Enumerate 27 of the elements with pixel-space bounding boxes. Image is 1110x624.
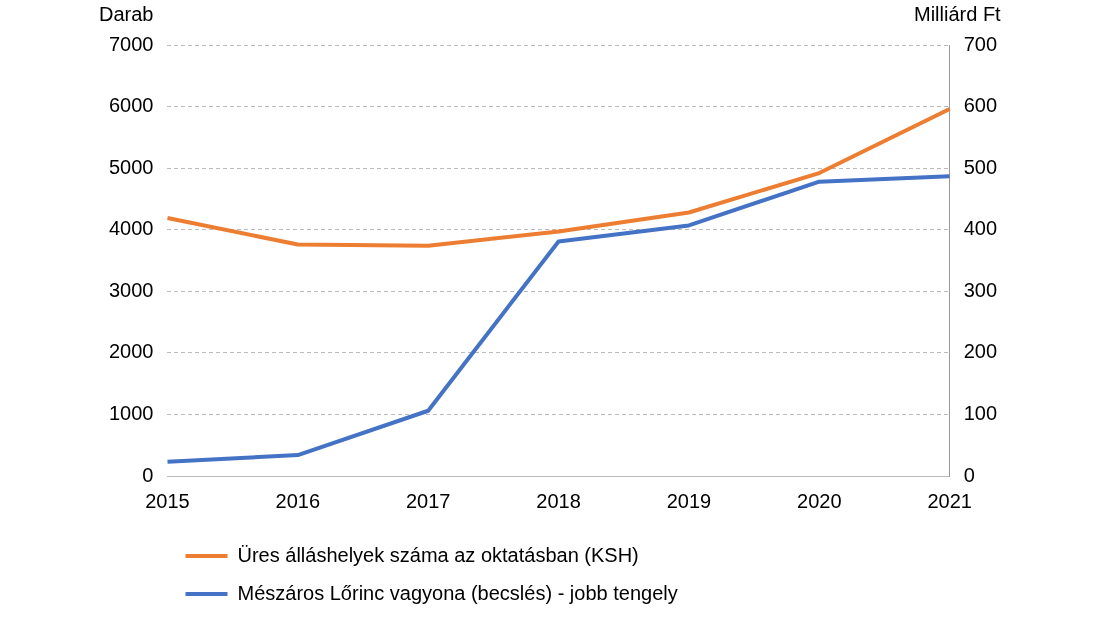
x-tick-label: 2018 <box>536 489 581 512</box>
y2-tick-label: 0 <box>963 463 975 486</box>
y2-axis-title: Milliárd Ft <box>913 2 1002 25</box>
y-tick-label: 3000 <box>108 278 154 301</box>
y2-tick-label: 700 <box>963 32 998 55</box>
y2-tick-label: 100 <box>963 401 998 424</box>
y2-tick-label: 200 <box>963 340 998 363</box>
x-tick-label: 2016 <box>275 489 321 512</box>
y-tick-label: 2000 <box>108 340 154 363</box>
y-tick-label: 6000 <box>108 94 154 117</box>
y2-tick-label: 500 <box>963 155 998 178</box>
y2-tick-label: 300 <box>963 278 998 301</box>
y-axis-title: Darab <box>99 2 154 25</box>
legend-label: Mészáros Lőrinc vagyona (becslés) - jobb tengely <box>237 581 678 604</box>
x-tick-label: 2020 <box>797 489 842 512</box>
y2-tick-label: 400 <box>963 217 998 240</box>
y-tick-label: 0 <box>142 463 154 486</box>
x-tick-label: 2019 <box>666 489 712 512</box>
y2-tick-label: 600 <box>963 94 998 117</box>
y-tick-label: 1000 <box>108 401 154 424</box>
legend-label: Üres álláshelyek száma az oktatásban (KSH) <box>237 543 639 566</box>
y-tick-label: 5000 <box>108 155 154 178</box>
x-tick-label: 2021 <box>927 489 972 512</box>
x-tick-label: 2015 <box>145 489 190 512</box>
y-tick-label: 4000 <box>108 217 154 240</box>
y-tick-label: 7000 <box>108 32 154 55</box>
x-tick-label: 2017 <box>405 489 451 512</box>
